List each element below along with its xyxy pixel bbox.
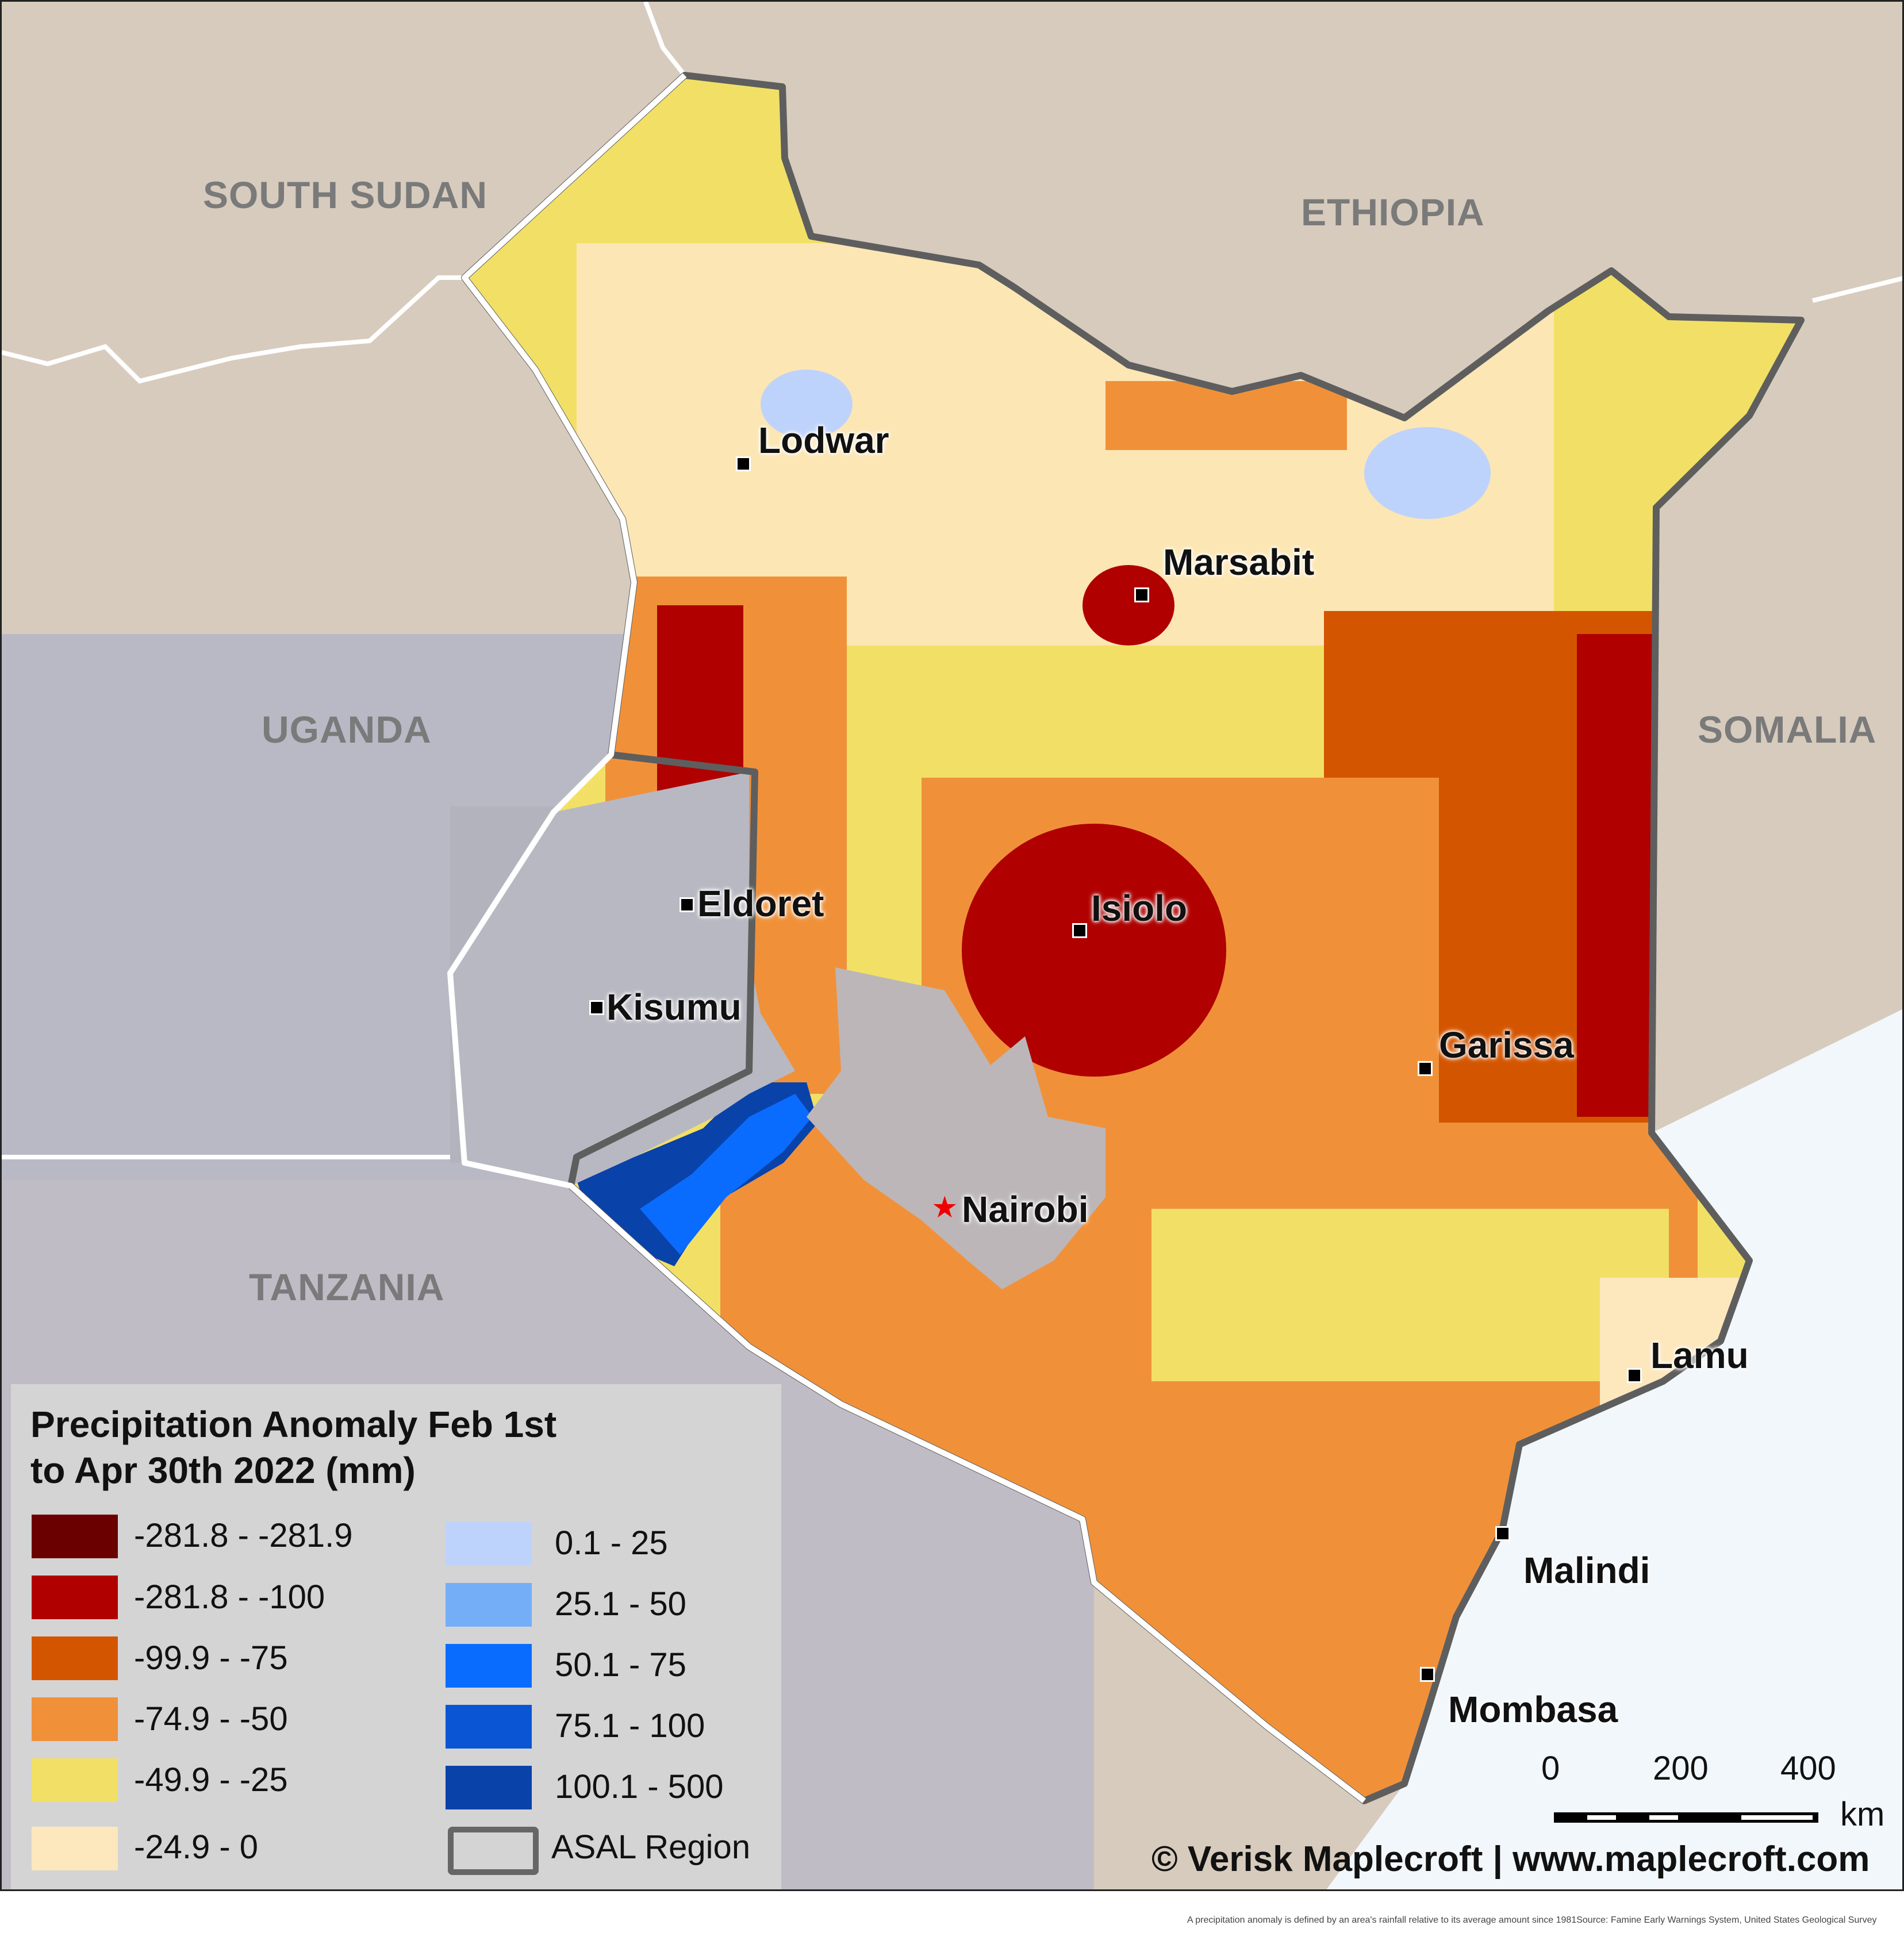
asal-region-outline [461,72,1805,1804]
precipitation-map [2,2,1902,1889]
legend-label-class-3: -74.9 - -50 [134,1700,288,1738]
legend-swatch-class-10 [446,1766,532,1809]
city-marker-eldoret [680,897,694,912]
scale-tick-200: 200 [1653,1750,1709,1787]
legend-label-class-7: 25.1 - 50 [555,1585,686,1623]
city-label-lodwar: Lodwar [758,420,889,461]
city-label-malindi: Malindi [1523,1550,1650,1591]
city-label-isiolo: Isiolo [1091,887,1188,929]
city-label-lamu: Lamu [1650,1335,1749,1376]
legend-label-class-2: -99.9 - -75 [134,1639,288,1677]
country-label-uganda: UGANDA [262,708,432,751]
city-label-eldoret: Eldoret [697,883,824,924]
legend-title: Precipitation Anomaly Feb 1st to Apr 30t… [30,1404,557,1491]
legend-swatch-class-1 [32,1576,118,1619]
copyright-text: © Verisk Maplecroft | www.maplecroft.com [1151,1839,1870,1879]
scale-bar-graphic [1554,1812,1818,1823]
city-label-kisumu: Kisumu [606,986,742,1028]
border-ethiopia-somalia [1812,276,1902,303]
city-marker-isiolo [1072,923,1087,938]
city-label-marsabit: Marsabit [1163,541,1315,583]
legend-label-class-8: 50.1 - 75 [555,1646,686,1684]
scale-tick-400: 400 [1780,1750,1836,1787]
legend-label-class-5: -24.9 - 0 [134,1828,258,1866]
city-marker-marsabit [1134,587,1149,602]
country-label-south-sudan: SOUTH SUDAN [203,174,488,216]
legend-swatch-class-3 [32,1697,118,1741]
legend-swatch-class-5 [32,1827,118,1870]
legend-label-class-4: -49.9 - -25 [134,1761,288,1799]
legend-swatch-class-0 [32,1515,118,1558]
legend-label-class-9: 75.1 - 100 [555,1707,705,1745]
city-marker-kisumu [589,1000,604,1015]
legend-label-class-10: 100.1 - 500 [555,1768,724,1805]
city-marker-garissa [1418,1061,1433,1076]
capital-star-icon: ★ [931,1191,958,1224]
scale-bar: 0 200 400 km [1541,1749,1884,1853]
city-label-nairobi: Nairobi [962,1189,1089,1230]
city-marker-malindi [1495,1526,1510,1541]
legend-label-class-0: -281.8 - -281.9 [134,1517,353,1554]
legend-swatch-class-9 [446,1705,532,1749]
city-marker-lamu [1627,1368,1642,1383]
source-footnote: A precipitation anomaly is defined by an… [1187,1915,1877,1925]
map-legend: Precipitation Anomaly Feb 1st to Apr 30t… [11,1384,781,1889]
country-label-ethiopia: ETHIOPIA [1301,191,1485,233]
city-label-mombasa: Mombasa [1448,1689,1618,1730]
border-southsudan-ethiopia [643,2,687,77]
legend-swatch-class-8 [446,1644,532,1688]
country-label-somalia: SOMALIA [1698,708,1877,751]
city-label-garissa: Garissa [1439,1024,1574,1066]
legend-swatch-class-4 [32,1758,118,1802]
kenya-border [447,73,1366,1803]
scale-unit: km [1840,1796,1885,1833]
scale-tick-0: 0 [1541,1750,1560,1787]
legend-swatch-class-2 [32,1636,118,1680]
legend-label-class-1: -281.8 - -100 [134,1578,325,1616]
legend-label-asal: ASAL Region [551,1828,751,1866]
indian-ocean-coast [1326,1009,1902,1889]
map-frame: SOUTH SUDAN ETHIOPIA UGANDA SOMALIA TANZ… [0,0,1904,1891]
country-label-tanzania: TANZANIA [249,1266,445,1308]
legend-swatch-class-6 [446,1522,532,1566]
legend-swatch-asal [448,1827,539,1875]
legend-label-class-6: 0.1 - 25 [555,1524,668,1562]
city-marker-mombasa [1420,1667,1435,1682]
border-southsudan-uganda [2,275,465,384]
city-marker-lodwar [736,456,751,471]
legend-swatch-class-7 [446,1583,532,1627]
